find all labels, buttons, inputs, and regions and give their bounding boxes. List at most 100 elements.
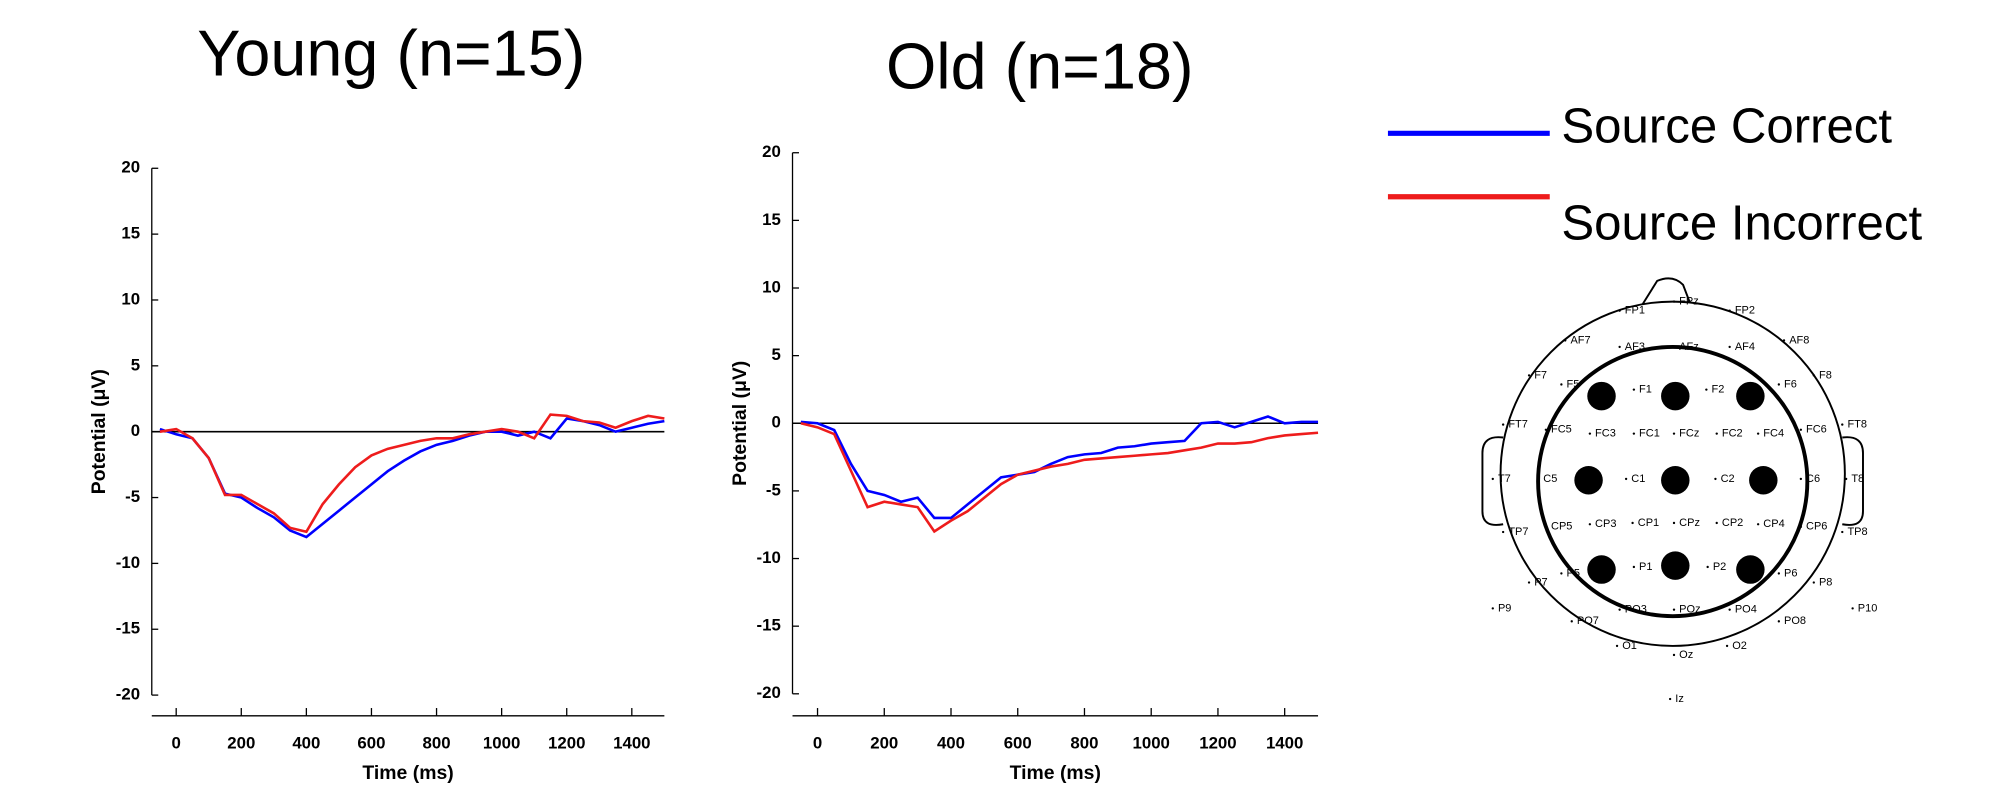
electrode-point xyxy=(1560,383,1563,386)
electrode-label: CP3 xyxy=(1595,518,1616,530)
electrode-dot xyxy=(1749,465,1778,495)
x-tick-label: 400 xyxy=(937,734,965,753)
series-line xyxy=(800,422,1319,534)
electrode-label: P10 xyxy=(1858,602,1878,614)
electrode-point xyxy=(1588,432,1592,435)
series-line xyxy=(159,413,665,534)
electrode-labels: FP1 FPz FP2 AF7 AF3 AFz AF4 AF8 F7 F5 F1 F2 F6 F8 FT7 F… xyxy=(1491,296,1878,705)
electrode-point xyxy=(1527,581,1531,584)
electrode-label: C1 xyxy=(1631,473,1645,485)
electrode-label: POz xyxy=(1679,604,1700,616)
electrode-point xyxy=(1618,608,1621,611)
electrode-label: F6 xyxy=(1784,378,1797,390)
electrode-point xyxy=(1756,523,1760,526)
electrode-label: F8 xyxy=(1819,369,1832,381)
legend-label: Source Correct xyxy=(1561,98,1892,153)
electrode-label: FT8 xyxy=(1847,418,1867,430)
electrode-point xyxy=(1618,345,1621,349)
x-tick-label: 600 xyxy=(1004,734,1032,753)
y-tick-label: -5 xyxy=(125,487,140,506)
electrode-point xyxy=(1632,388,1636,391)
electrode-label: F2 xyxy=(1712,384,1725,396)
electrode-label: FP2 xyxy=(1735,305,1755,317)
electrode-point xyxy=(1668,697,1672,701)
x-tick-label: 1200 xyxy=(1199,734,1236,753)
electrode-point xyxy=(1672,653,1676,657)
electrode-point xyxy=(1728,309,1731,312)
electrode-label: O1 xyxy=(1622,640,1637,652)
y-tick-label: -10 xyxy=(757,548,781,567)
electrode-label: PO7 xyxy=(1577,615,1599,627)
electrode-dot xyxy=(1574,465,1603,495)
electrode-label: O2 xyxy=(1732,640,1747,652)
y-tick-label: -20 xyxy=(757,683,781,702)
electrode-point xyxy=(1728,608,1731,611)
electrode-label: TP8 xyxy=(1847,526,1867,538)
electrode-point xyxy=(1851,607,1854,610)
electrode-label: PO8 xyxy=(1784,615,1806,627)
chart-title: Old (n=18) xyxy=(886,29,1194,102)
electrode-point xyxy=(1705,388,1708,391)
x-tick-label: 200 xyxy=(227,734,255,753)
electrode-label: CP1 xyxy=(1638,517,1659,529)
electrode-point xyxy=(1841,423,1844,426)
electrode-label: TP7 xyxy=(1508,526,1528,538)
electrode-point xyxy=(1632,432,1636,435)
electrode-label: FC1 xyxy=(1639,428,1660,440)
chart-title: Young (n=15) xyxy=(197,16,585,89)
electrode-label: FC4 xyxy=(1763,428,1784,440)
electrode-label: AF8 xyxy=(1789,334,1809,346)
x-tick-label: 800 xyxy=(1070,734,1098,753)
electrode-label: C5 xyxy=(1543,473,1557,485)
electrode-point xyxy=(1501,530,1505,534)
electrode-point xyxy=(1570,620,1573,623)
electrode-label: FC5 xyxy=(1551,424,1572,436)
electrode-dot xyxy=(1661,465,1690,495)
series-line xyxy=(159,417,665,539)
electrode-point xyxy=(1672,345,1676,349)
y-tick-label: 5 xyxy=(131,355,140,374)
electrode-label: FPz xyxy=(1679,296,1699,308)
electrode-point xyxy=(1544,525,1548,528)
x-axis-label: Time (ms) xyxy=(1010,762,1101,784)
y-tick-label: 0 xyxy=(131,421,140,440)
x-tick-label: 0 xyxy=(172,734,181,753)
series-line xyxy=(800,415,1319,520)
electrode-point xyxy=(1536,477,1540,481)
y-tick-label: -5 xyxy=(766,480,781,499)
electrode-dot xyxy=(1587,381,1616,411)
y-tick-label: 0 xyxy=(772,413,781,432)
nose xyxy=(1636,277,1695,313)
electrode-point xyxy=(1544,428,1548,431)
electrode-label: FT7 xyxy=(1508,418,1528,430)
electrode-label: FC2 xyxy=(1722,428,1743,440)
x-tick-label: 400 xyxy=(292,734,320,753)
electrode-dot xyxy=(1736,381,1765,411)
electrode-label: Oz xyxy=(1679,649,1693,661)
electrode-point xyxy=(1812,581,1815,584)
electrode-point xyxy=(1618,309,1621,312)
electrode-label: T7 xyxy=(1498,473,1511,485)
electrode-point xyxy=(1844,477,1848,481)
electrode-point xyxy=(1756,432,1760,435)
inner-circle xyxy=(1536,344,1810,619)
electrode-dot xyxy=(1587,555,1616,584)
electrode-label: FC3 xyxy=(1595,428,1616,440)
x-axis-label: Time (ms) xyxy=(362,762,453,784)
electrode-point xyxy=(1777,620,1781,623)
x-tick-label: 1400 xyxy=(613,734,650,753)
electrode-point xyxy=(1491,477,1494,481)
electrode-label: F5 xyxy=(1567,378,1580,390)
y-tick-label: 5 xyxy=(772,345,781,364)
y-tick-label: 20 xyxy=(121,158,140,177)
x-tick-label: 1400 xyxy=(1266,734,1303,753)
x-tick-label: 0 xyxy=(813,734,822,753)
electrode-point xyxy=(1615,644,1619,648)
y-axis-label: Potential (μV) xyxy=(729,361,751,486)
electrode-point xyxy=(1672,432,1676,435)
head-map xyxy=(1481,277,1864,647)
electrode-point xyxy=(1564,339,1567,342)
y-tick-label: -10 xyxy=(116,553,140,572)
electrode-point xyxy=(1672,300,1676,303)
